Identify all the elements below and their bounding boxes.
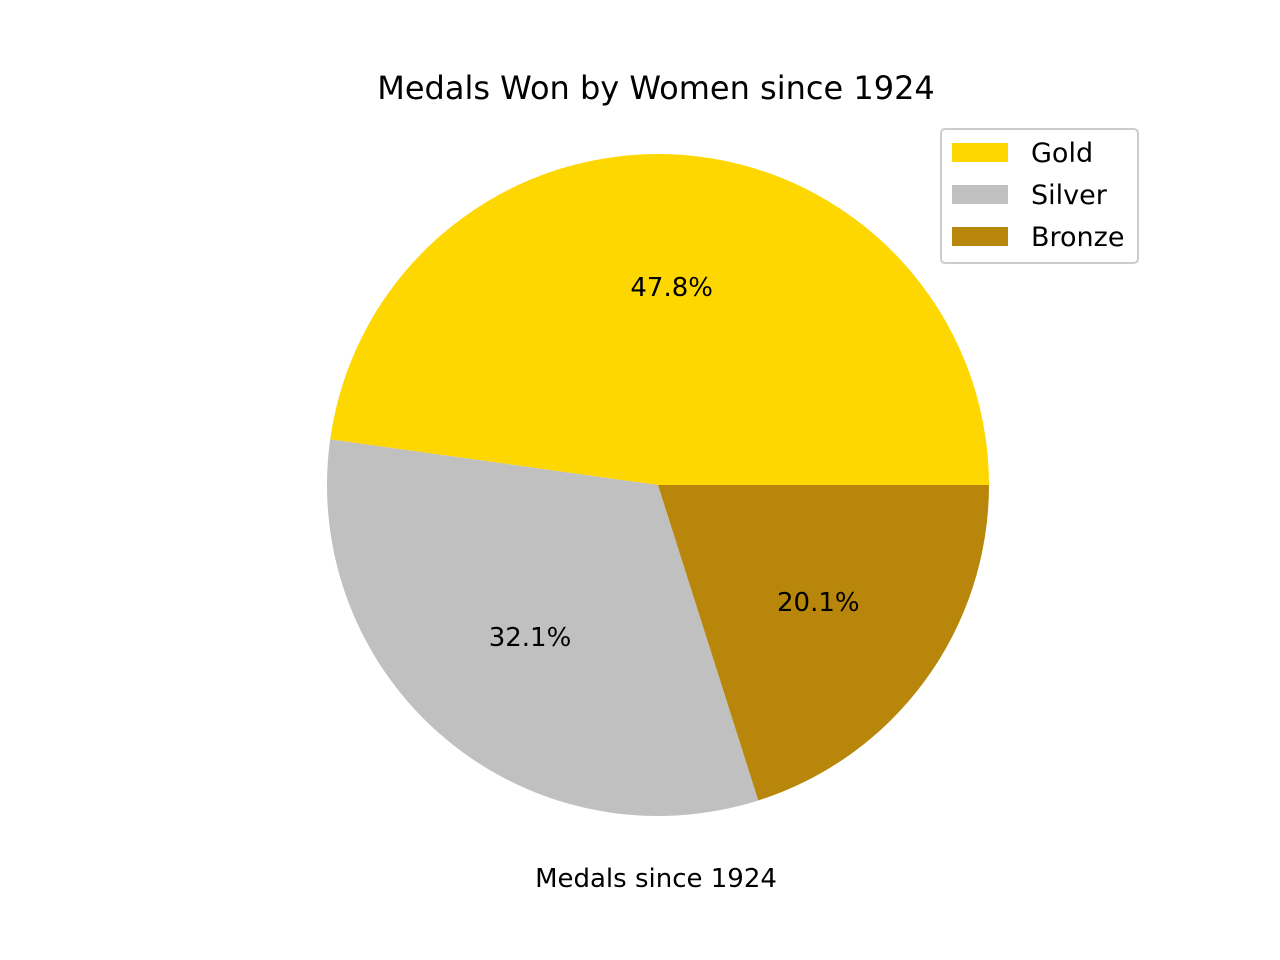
slice-percent-label-gold: 47.8% <box>630 273 713 303</box>
legend: Gold Silver Bronze <box>940 128 1139 264</box>
legend-label-gold: Gold <box>1031 138 1093 169</box>
pie-slice-silver <box>327 439 759 817</box>
slice-percent-label-bronze: 20.1% <box>777 588 860 618</box>
chart-title: Medals Won by Women since 1924 <box>377 69 935 107</box>
pie-slice-bronze <box>658 485 989 801</box>
pie-slice-labels: 47.8% 32.1% 20.1% <box>489 273 860 653</box>
pie-slices <box>327 154 989 817</box>
legend-label-silver: Silver <box>1031 180 1108 211</box>
legend-label-bronze: Bronze <box>1031 222 1124 253</box>
legend-swatch-silver <box>952 185 1008 204</box>
x-axis-label: Medals since 1924 <box>535 864 777 894</box>
legend-swatch-gold <box>952 143 1008 162</box>
slice-percent-label-silver: 32.1% <box>489 623 572 653</box>
legend-swatch-bronze <box>952 227 1008 246</box>
pie-slice-gold <box>330 154 989 485</box>
